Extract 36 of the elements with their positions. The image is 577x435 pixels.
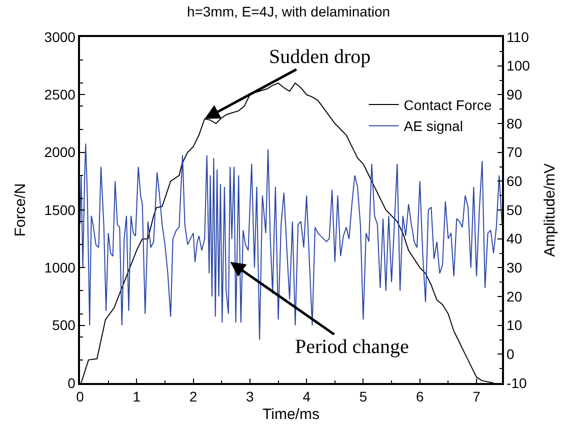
x-tick-label: 7 (472, 388, 481, 405)
x-tick-label: 3 (246, 388, 254, 405)
y2-tick-label: 90 (506, 86, 522, 103)
y2-tick-label: 100 (506, 58, 530, 74)
legend-label: AE signal (404, 118, 463, 134)
y2-tick-label: -10 (506, 374, 527, 391)
y2-tick-label: 40 (506, 230, 522, 247)
y2-tick-label: 80 (506, 115, 522, 132)
x-tick-label: 2 (189, 388, 198, 405)
chart-title: h=3mm, E=4J, with delamination (186, 3, 390, 20)
legend-label: Contact Force (404, 96, 492, 113)
x-axis-title: Time/ms (262, 406, 320, 424)
y2-tick-label: 70 (506, 144, 522, 160)
y2-tick-label: 50 (506, 202, 522, 218)
y2-tick-label: 60 (506, 173, 522, 190)
y-tick-label: 0 (68, 374, 76, 391)
y-axis-title: Force/N (12, 183, 30, 237)
y2-tick-label: 20 (506, 288, 522, 304)
annotation: Sudden drop (269, 46, 371, 68)
line-series (80, 143, 502, 340)
y-tick-label: 3000 (44, 28, 76, 45)
x-tick-label: 4 (302, 388, 311, 405)
x-tick-label: 1 (132, 388, 141, 405)
x-tick-label: 6 (416, 388, 424, 405)
y-tick-label: 2500 (44, 86, 76, 103)
x-tick-label: 5 (359, 388, 368, 405)
y-tick-label: 500 (52, 317, 76, 334)
annotation: Period change (295, 336, 409, 358)
y2-tick-label: 10 (506, 317, 522, 334)
y-tick-label: 1000 (44, 260, 76, 276)
y2-tick-label: 30 (506, 260, 522, 276)
y-tick-label: 2000 (44, 144, 76, 160)
y2-axis-title: Amplitude/mV (542, 163, 559, 257)
y2-tick-label: 110 (506, 28, 530, 45)
y2-tick-label: 0 (506, 346, 515, 362)
y-tick-label: 1500 (44, 202, 76, 218)
